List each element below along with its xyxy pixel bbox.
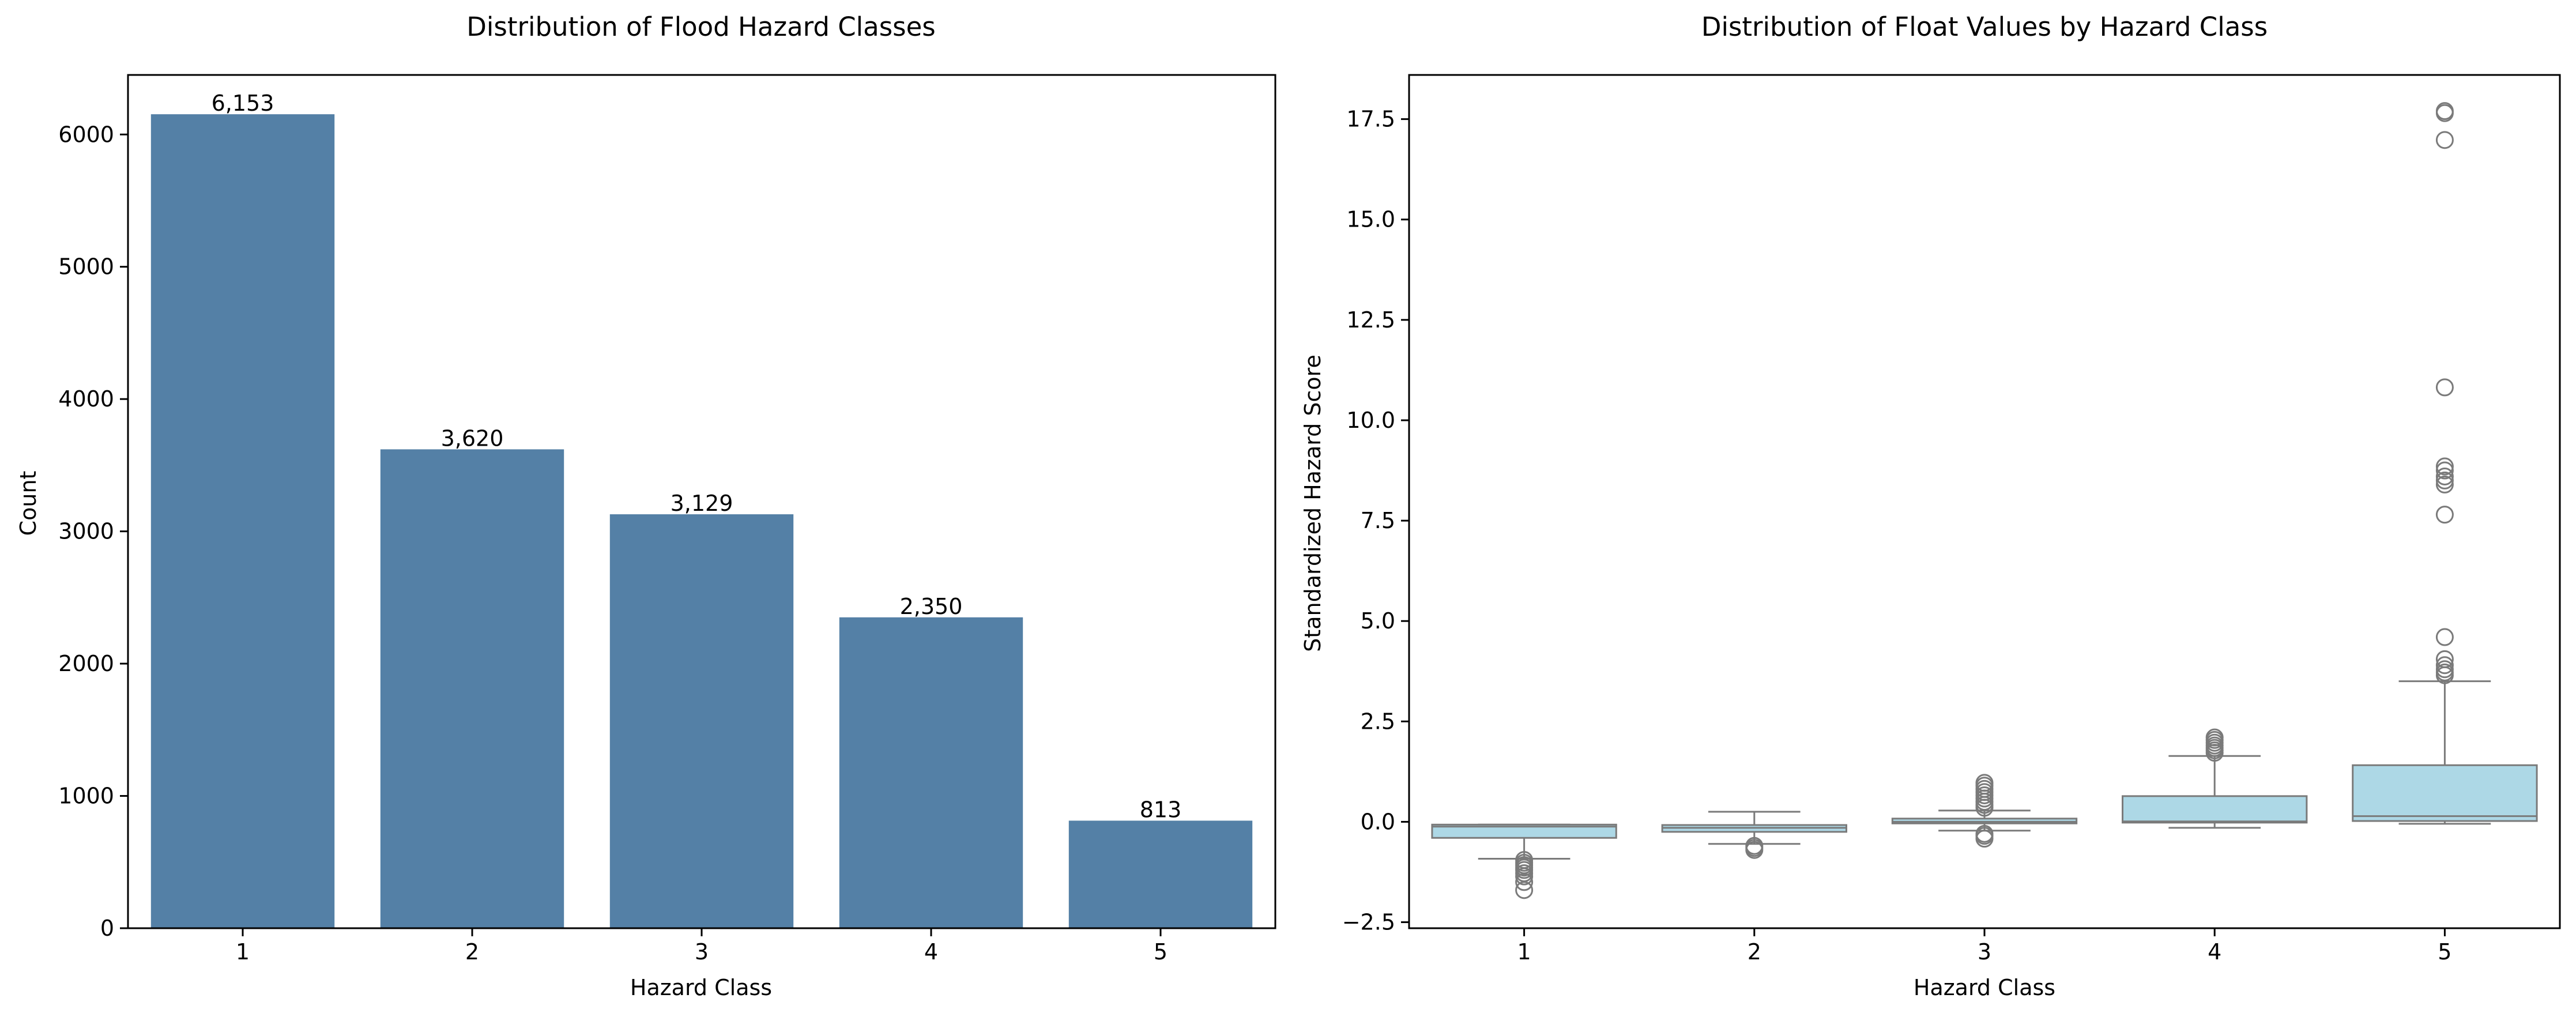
outlier-point <box>2435 467 2454 485</box>
outlier-point <box>1975 774 1994 792</box>
outlier-point <box>2435 457 2454 476</box>
x-tick-label: 5 <box>2438 939 2451 965</box>
bar <box>839 617 1023 928</box>
box <box>2122 795 2308 824</box>
x-tick-label: 5 <box>1154 939 1168 965</box>
y-tick-label: 1000 <box>58 784 114 809</box>
outlier-point <box>2435 650 2454 668</box>
y-tick-label: 10.0 <box>1346 408 1395 433</box>
y-tick-label: 3000 <box>58 519 114 544</box>
box-plot: Distribution of Float Values by Hazard C… <box>1300 12 2561 1000</box>
y-tick-label: 17.5 <box>1346 107 1395 132</box>
outlier-point <box>2435 461 2454 480</box>
outlier-point <box>1515 867 1534 886</box>
bar-value-label: 6,153 <box>212 91 274 116</box>
bar-chart-y-axis-label: Count <box>16 471 41 536</box>
y-tick-label: −2.5 <box>1342 910 1395 935</box>
y-tick-label: 2.5 <box>1361 709 1395 734</box>
box-plot-y-axis-label: Standardized Hazard Score <box>1300 355 1325 652</box>
outlier-point <box>2435 475 2454 494</box>
outlier-point <box>2435 102 2454 120</box>
outlier-point <box>1745 841 1764 859</box>
bar-chart: Distribution of Flood Hazard Classes Haz… <box>16 12 1276 1000</box>
y-tick-label: 5000 <box>58 254 114 280</box>
box-plot-title: Distribution of Float Values by Hazard C… <box>1701 12 2268 42</box>
x-tick-label: 1 <box>236 939 250 965</box>
outlier-point <box>2435 131 2454 149</box>
bar <box>609 514 794 928</box>
box <box>2352 764 2538 822</box>
x-tick-label: 4 <box>924 939 938 965</box>
outlier-point <box>2435 628 2454 646</box>
y-tick-label: 0 <box>100 916 114 941</box>
y-tick-label: 5.0 <box>1361 608 1395 634</box>
box-plot-x-axis-label: Hazard Class <box>1914 975 2055 1000</box>
x-tick-label: 3 <box>1978 939 1991 965</box>
bar-chart-x-axis-label: Hazard Class <box>630 975 772 1000</box>
y-tick-label: 0.0 <box>1361 809 1395 834</box>
bar-value-label: 3,620 <box>441 425 504 451</box>
x-tick-label: 3 <box>695 939 709 965</box>
outlier-point <box>1515 873 1534 891</box>
outlier-point <box>2435 506 2454 524</box>
y-tick-label: 15.0 <box>1346 207 1395 232</box>
y-tick-label: 7.5 <box>1361 508 1395 533</box>
x-tick-label: 1 <box>1517 939 1531 965</box>
box-plot-plot-area: −2.5 0.0 2.5 5.0 7.5 10.0 12.5 15.0 17.5 1 2 3 4 5 <box>1342 74 2561 965</box>
bar-value-label: 813 <box>1140 797 1182 822</box>
outlier-point <box>2435 656 2454 675</box>
outlier-point <box>2205 728 2224 747</box>
x-tick-label: 2 <box>1748 939 1761 965</box>
outlier-point <box>2435 378 2454 397</box>
y-tick-label: 2000 <box>58 651 114 676</box>
bar-chart-title: Distribution of Flood Hazard Classes <box>466 12 936 42</box>
y-tick-label: 4000 <box>58 386 114 412</box>
box <box>1431 823 1617 839</box>
bar-value-label: 3,129 <box>671 491 733 516</box>
x-tick-label: 4 <box>2208 939 2221 965</box>
outlier-point <box>1515 881 1534 899</box>
bar <box>150 114 335 929</box>
bar-chart-plot-area: 6,153 3,620 3,129 2,350 813 0 1000 2000 3000 4000… <box>58 74 1276 965</box>
bar <box>380 449 564 928</box>
bar-value-label: 2,350 <box>900 594 963 619</box>
outlier-point <box>2435 471 2454 489</box>
x-tick-label: 2 <box>465 939 479 965</box>
bar <box>1068 820 1253 928</box>
outlier-point <box>1975 830 1994 848</box>
y-tick-label: 12.5 <box>1346 307 1395 333</box>
outlier-point <box>2435 660 2454 679</box>
y-tick-label: 6000 <box>58 122 114 147</box>
